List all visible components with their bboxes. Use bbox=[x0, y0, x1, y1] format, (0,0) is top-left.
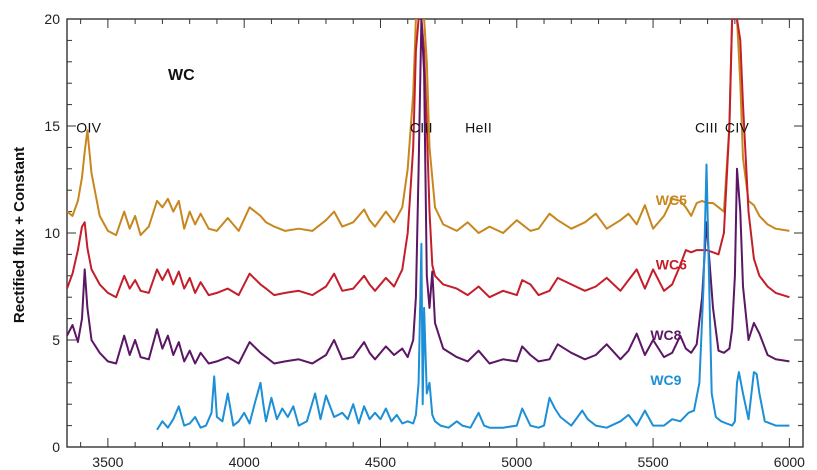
x-tick-label: 5500 bbox=[637, 454, 668, 470]
x-tick-label: 6000 bbox=[774, 454, 805, 470]
y-tick-label: 15 bbox=[44, 118, 60, 134]
line-annotation: HeII bbox=[465, 119, 492, 135]
series-line-wc8 bbox=[67, 19, 790, 365]
line-annotation: CIII bbox=[410, 119, 433, 135]
series-line-wc6 bbox=[67, 19, 790, 299]
x-tick-label: 4000 bbox=[229, 454, 260, 470]
series-labels: WC5 WC6 WC8 WC9 bbox=[650, 192, 687, 388]
x-tick-label: 3500 bbox=[92, 454, 123, 470]
series-label-wc6: WC6 bbox=[656, 256, 687, 272]
spectra-series bbox=[67, 19, 790, 431]
line-annotation: OIV bbox=[76, 119, 101, 135]
series-line-wc9 bbox=[156, 163, 790, 431]
series-label-wc8: WC8 bbox=[650, 327, 681, 343]
series-label-wc9: WC9 bbox=[650, 372, 681, 388]
y-axis-label: Rectified flux + Constant bbox=[11, 147, 28, 323]
series-line-wc5 bbox=[67, 19, 790, 237]
y-tick-label: 10 bbox=[44, 225, 60, 241]
x-tick-label: 4500 bbox=[365, 454, 396, 470]
y-tick-label: 0 bbox=[52, 439, 60, 455]
chart-title: WC bbox=[168, 67, 195, 84]
axes: 3500 4000 4500 5000 5500 6000 0 5 10 15 20 bbox=[44, 11, 805, 470]
y-tick-label: 5 bbox=[52, 332, 60, 348]
line-annotation: CIV bbox=[725, 119, 750, 135]
line-annotation: CIII bbox=[695, 119, 718, 135]
x-tick-label: 5000 bbox=[501, 454, 532, 470]
series-label-wc5: WC5 bbox=[656, 192, 687, 208]
line-annotations: OIV CIII HeII CIII CIV bbox=[76, 119, 749, 135]
y-tick-label: 20 bbox=[44, 11, 60, 27]
